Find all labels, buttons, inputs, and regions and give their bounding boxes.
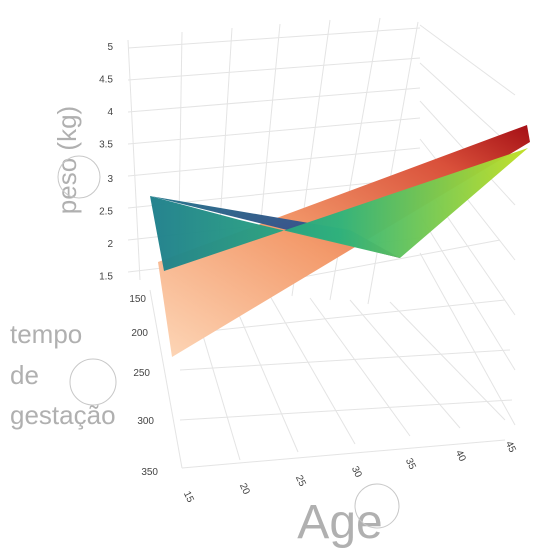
grid-line <box>127 87 421 113</box>
z-tick-label: 1.5 <box>99 272 113 283</box>
z-tick-label: 4 <box>107 107 113 118</box>
x-tick-label: 15 <box>181 490 196 505</box>
grid-line <box>179 349 511 371</box>
grid-line <box>127 39 141 281</box>
x-axis-title: Age <box>297 496 382 549</box>
y-tick-label: 250 <box>133 368 150 379</box>
y-tick-label: 300 <box>137 416 154 427</box>
grid-line <box>419 252 516 426</box>
y-axis-title-line-3: gestação <box>10 400 116 430</box>
grid-line <box>269 295 356 445</box>
x-tick-label: 30 <box>349 465 364 480</box>
surface-viridis-face <box>150 148 528 271</box>
grid-line <box>179 299 506 335</box>
grid-line <box>127 117 421 145</box>
grid-line <box>309 297 411 437</box>
z-axis-ticks: 5 4.5 4 3.5 3 2.5 2 1.5 <box>99 42 113 283</box>
cursor-ring-icon <box>57 155 101 199</box>
x-tick-label: 40 <box>453 449 468 464</box>
grid-line <box>367 21 419 305</box>
z-tick-label: 4.5 <box>99 75 113 86</box>
grid-line <box>127 147 421 177</box>
grid-line <box>389 301 506 421</box>
y-tick-label: 150 <box>129 294 146 305</box>
z-tick-label: 2 <box>107 239 113 250</box>
y-tick-label: 200 <box>131 328 148 339</box>
x-tick-label: 45 <box>503 440 518 455</box>
y-axis-title-line-2: de <box>10 360 39 390</box>
grid-line <box>149 289 183 469</box>
x-axis-ticks: 15 20 25 30 35 40 45 <box>181 440 518 505</box>
z-tick-label: 5 <box>107 42 113 53</box>
grid-line <box>127 27 421 49</box>
grid-line <box>419 214 516 371</box>
x-tick-label: 20 <box>237 482 252 497</box>
cursor-ring-icon <box>354 483 400 529</box>
y-axis-ticks: 150 200 250 300 350 <box>129 294 158 478</box>
x-tick-label: 25 <box>293 474 308 489</box>
z-tick-label: 3 <box>107 174 113 185</box>
surface-viridis <box>150 148 528 271</box>
grid-line <box>329 17 381 301</box>
grid-line <box>349 299 461 429</box>
grid-line <box>229 293 299 453</box>
grid-line <box>179 399 513 421</box>
z-tick-label: 2.5 <box>99 207 113 218</box>
x-tick-label: 35 <box>403 457 418 472</box>
z-tick-label: 3.5 <box>99 140 113 151</box>
y-tick-label: 350 <box>141 467 158 478</box>
cursor-ring-icon <box>69 358 117 406</box>
grid-line <box>419 24 516 96</box>
grid-line <box>181 439 506 469</box>
y-axis-title-line-1: tempo <box>10 319 82 349</box>
grid-line <box>127 57 421 81</box>
